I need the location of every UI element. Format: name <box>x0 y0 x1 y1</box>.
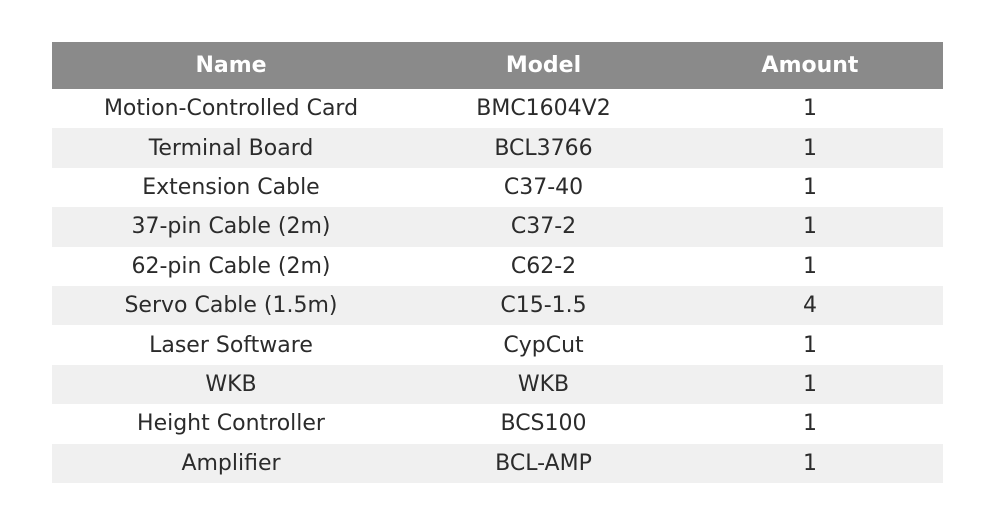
cell-model: C62-2 <box>510 253 577 279</box>
cell-name: Terminal Board <box>148 135 314 161</box>
cell-model: C37-2 <box>510 214 577 240</box>
cell-model: BCS100 <box>500 411 587 437</box>
table-row: 62-pin Cable (2m) C62-2 1 <box>52 246 943 286</box>
table-row: 37-pin Cable (2m) C37-2 1 <box>52 207 943 247</box>
cell-amount: 1 <box>803 450 817 476</box>
cell-model: WKB <box>517 371 570 397</box>
cell-model: C37-40 <box>503 174 584 200</box>
cell-name: 37-pin Cable (2m) <box>131 214 331 240</box>
cell-name: Motion-Controlled Card <box>103 96 359 122</box>
parts-list-table: Name Model Amount Motion-Controlled Card… <box>52 42 943 483</box>
header-model: Model <box>505 53 582 78</box>
cell-name: 62-pin Cable (2m) <box>131 253 331 279</box>
cell-name: Amplifier <box>181 450 281 476</box>
table-row: Extension Cable C37-40 1 <box>52 167 943 208</box>
table-header: Name Model Amount <box>52 42 943 89</box>
table-body: Motion-Controlled Card BMC1604V2 1 Termi… <box>52 89 943 483</box>
table-row: Height Controller BCS100 1 <box>52 404 943 444</box>
cell-model: BCL3766 <box>494 135 593 161</box>
header-amount: Amount <box>761 53 859 78</box>
cell-name: Height Controller <box>137 411 325 437</box>
cell-amount: 1 <box>803 96 817 122</box>
cell-name: Extension Cable <box>142 174 320 200</box>
cell-model: BCL-AMP <box>495 450 592 476</box>
cell-model: CypCut <box>503 332 584 358</box>
cell-name: Servo Cable (1.5m) <box>124 293 338 319</box>
table-row: Motion-Controlled Card BMC1604V2 1 <box>52 89 943 129</box>
cell-name: Laser Software <box>149 332 313 358</box>
parts-list-table-container: Name Model Amount Motion-Controlled Card… <box>52 42 943 483</box>
cell-name: WKB <box>205 371 257 397</box>
cell-amount: 4 <box>803 293 817 319</box>
cell-amount: 1 <box>803 174 817 200</box>
cell-amount: 1 <box>803 332 817 358</box>
header-name: Name <box>195 53 267 78</box>
table-row: Terminal Board BCL3766 1 <box>52 128 943 168</box>
cell-model: C15-1.5 <box>500 293 587 319</box>
table-row: Laser Software CypCut 1 <box>52 325 943 365</box>
table-row: Servo Cable (1.5m) C15-1.5 4 <box>52 285 943 326</box>
cell-amount: 1 <box>803 214 817 240</box>
cell-amount: 1 <box>803 371 817 397</box>
cell-model: BMC1604V2 <box>476 96 611 122</box>
table-row: WKB WKB 1 <box>52 364 943 405</box>
cell-amount: 1 <box>803 411 817 437</box>
table-row: Amplifier BCL-AMP 1 <box>52 443 943 483</box>
cell-amount: 1 <box>803 135 817 161</box>
cell-amount: 1 <box>803 253 817 279</box>
header-row: Name Model Amount <box>52 42 943 89</box>
